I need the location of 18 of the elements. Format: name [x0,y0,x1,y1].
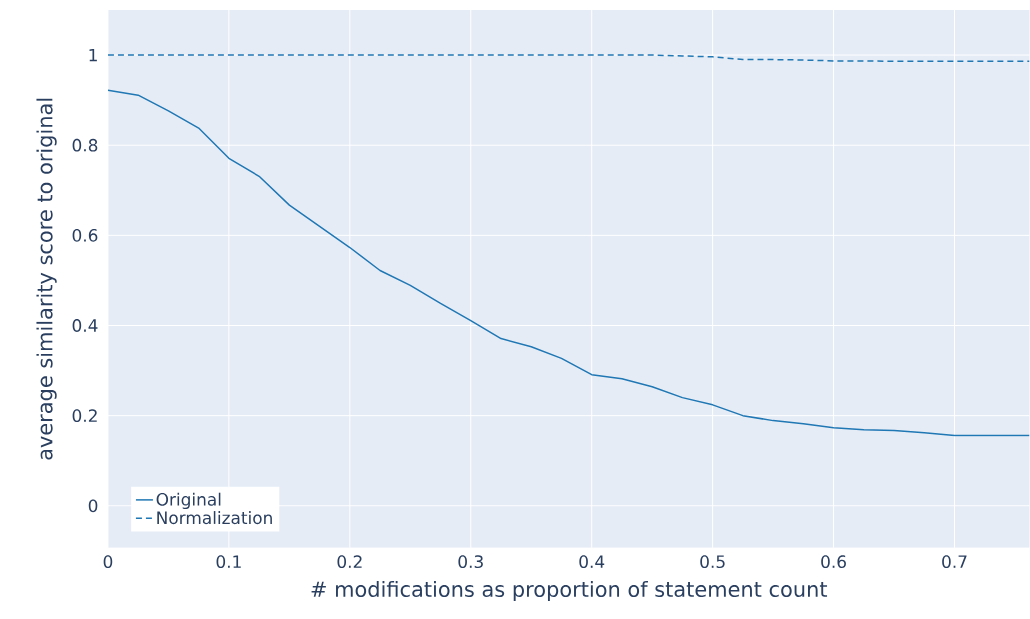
y-tick-label: 0.6 [72,229,98,242]
x-axis-title: # modifications as proportion of statement count [311,581,828,602]
y-tick-label: 0.4 [72,319,98,333]
y-tick-label: 1 [89,49,97,62]
y-tick-label: 0 [88,499,98,513]
y-axis-title: average similarity score to original [36,98,57,460]
x-tick-label: 0.7 [942,555,967,569]
legend-label: Original [156,492,221,510]
x-tick-label: 0.4 [579,555,605,569]
x-tick-label: 0.5 [700,555,725,569]
x-tick-label: 0.2 [337,555,362,569]
y-tick-label: 0.8 [72,138,98,152]
x-tick-label: 0.6 [821,555,846,569]
x-tick-label: 0 [103,555,113,569]
legend-label: Normalization [157,511,272,525]
x-tick-label: 0.3 [458,555,483,569]
y-tick-label: 0.2 [72,409,97,423]
x-tick-label: 0.1 [216,555,241,569]
